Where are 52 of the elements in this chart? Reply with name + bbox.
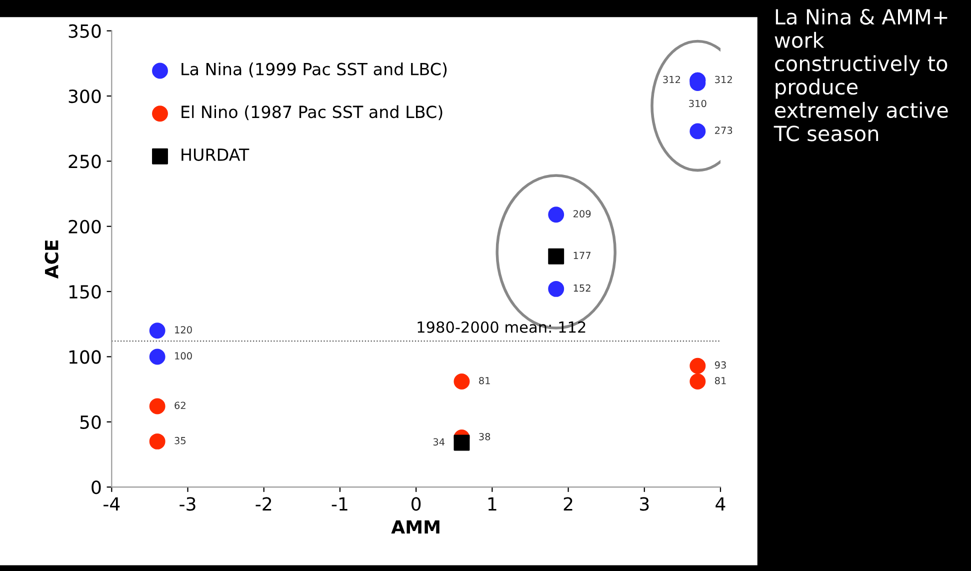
point	[548, 206, 564, 223]
data-label: 310	[689, 100, 706, 108]
data-label: 93	[714, 361, 726, 369]
data-label: 100	[175, 352, 192, 360]
y-tick-label: 0	[92, 480, 101, 494]
data-label: 38	[479, 432, 490, 440]
point	[149, 348, 166, 365]
legend-label: El Nino (1987 Pac SST and LBC)	[182, 105, 442, 120]
y-tick-label: 100	[69, 350, 101, 364]
y-tick-label: 250	[68, 154, 101, 168]
data-label: 273	[715, 126, 732, 134]
x-axis-title: AMM	[391, 520, 440, 534]
x-tick-label: -2	[256, 497, 272, 511]
legend-label: HURDAT	[182, 148, 250, 161]
ref-line-label: 1980-2000 mean: 112	[418, 321, 586, 333]
legend-label: La Nina (1999 Pac SST and LBC)	[182, 62, 447, 78]
y-tick-label: 150	[69, 284, 101, 299]
data-label: 81	[714, 376, 726, 384]
y-tick-label: 50	[80, 415, 101, 430]
y-axis-title: ACE	[44, 240, 58, 279]
data-label: 62	[174, 402, 186, 410]
text: La Nina & AMM+ work constructively to produce extremely active TC season	[774, 8, 948, 142]
point	[548, 248, 564, 264]
data-label: 34	[433, 438, 445, 446]
x-tick-label: 0	[412, 497, 421, 511]
x-tick-label: 3	[640, 497, 649, 511]
data-label: 120	[175, 326, 192, 334]
data-label: 312	[663, 76, 680, 84]
point	[690, 374, 706, 390]
data-label: 152	[574, 284, 590, 292]
x-tick-label: -1	[332, 497, 348, 511]
x-tick-label: -3	[180, 497, 196, 511]
y-tick-label: 350	[68, 24, 101, 38]
point	[149, 398, 166, 414]
data-label: 312	[715, 76, 732, 84]
y-tick-label: 200	[68, 220, 101, 234]
x-tick-label: 1	[488, 497, 496, 511]
y-tick-label: 300	[68, 89, 101, 104]
point	[454, 374, 470, 390]
point	[690, 123, 706, 140]
data-label: 35	[174, 436, 186, 444]
data-label: 209	[573, 210, 591, 218]
point	[548, 280, 564, 297]
x-tick-label: -4	[104, 497, 120, 511]
data-label: 81	[479, 376, 490, 384]
point	[149, 322, 166, 339]
point	[454, 434, 470, 451]
data-label: 177	[574, 252, 590, 260]
x-tick-label: 4	[716, 497, 726, 511]
point	[149, 433, 166, 450]
point	[690, 358, 706, 374]
x-tick-label: 2	[564, 497, 572, 511]
